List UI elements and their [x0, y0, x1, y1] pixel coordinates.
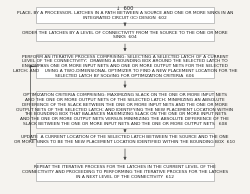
Bar [36, 7, 214, 23]
Text: UPDATE  A CURRENT LOCATION OF THE SELECTED LATCH BETWEEN THE SOURCE AND THE ONE
: UPDATE A CURRENT LOCATION OF THE SELECTE… [14, 135, 235, 144]
Bar [36, 29, 214, 41]
Text: PERFORM AN ITERATIVE PROCESS COMPRISING: SELECTING A SELECTED LATCH OF A CURRENT: PERFORM AN ITERATIVE PROCESS COMPRISING:… [13, 55, 237, 78]
Bar [36, 54, 214, 78]
Text: ↓  600: ↓ 600 [116, 5, 134, 10]
Text: REPEAT THE ITERATIVE PROCESS FOR THE LATCHES IN THE CURRENT LEVEL OF THE
CONNECT: REPEAT THE ITERATIVE PROCESS FOR THE LAT… [22, 165, 228, 179]
Bar [36, 133, 214, 146]
Text: PLACE, BY A PROCESSOR, LATCHES IN A PATH BETWEEN A SOURCE AND ONE OR MORE SINKS : PLACE, BY A PROCESSOR, LATCHES IN A PATH… [17, 11, 233, 20]
Bar [36, 163, 214, 181]
Text: ORDER THE LATCHES BY A LEVEL OF CONNECTIVITY FROM THE SOURCE TO THE ONE OR MORE
: ORDER THE LATCHES BY A LEVEL OF CONNECTI… [22, 31, 228, 39]
Text: OPTIMIZATION CRITERIA COMPRISING: MAXIMIZING SLACK ON THE ONE OR MORE INPUT NETS: OPTIMIZATION CRITERIA COMPRISING: MAXIMI… [16, 93, 234, 126]
Bar [36, 91, 214, 128]
